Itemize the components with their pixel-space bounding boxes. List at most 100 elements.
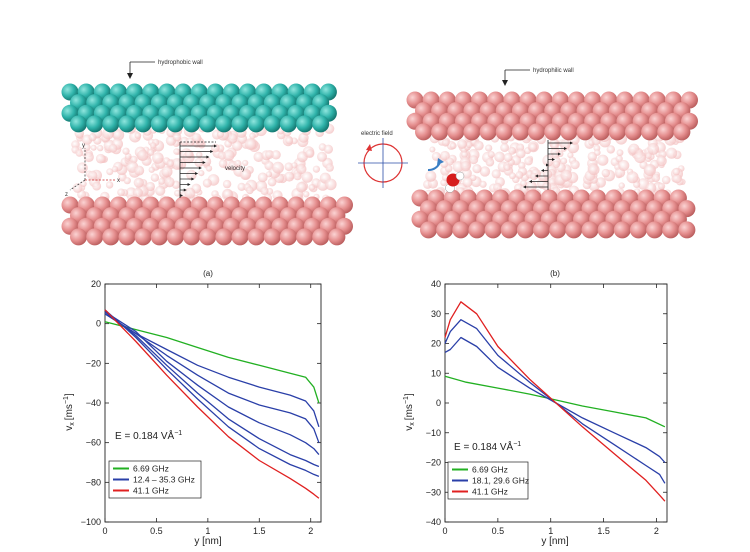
water-molecule [284,171,295,182]
chart-b-legend-label: 18.1, 29.6 GHz [472,476,529,486]
water-molecule [75,149,84,157]
water-molecule [542,182,552,192]
hydrophobic-atom [183,115,201,133]
water-molecule [485,157,495,167]
water-molecule [222,179,232,189]
water-molecule [249,132,256,140]
water-molecule [462,177,473,188]
water-molecule [83,143,91,151]
wall-atom [608,123,626,141]
wall-atom [495,123,513,141]
hydrophobic-atom [279,115,297,133]
water-molecule [218,159,228,168]
water-molecule [296,181,307,193]
wall-atom [199,228,217,246]
water-molecule [77,162,88,174]
water-molecule [472,164,482,174]
chart-a-xlabel: y [nm] [194,536,221,547]
wall-atom [415,123,432,141]
water-molecule [173,148,180,155]
wall-atom [560,123,578,141]
water-molecule [465,141,473,149]
wall-atom [516,221,534,239]
hydrophobic-atom [134,115,152,133]
water-molecule [134,132,142,139]
wall-atom [657,123,675,141]
wall-atom [673,123,691,141]
left-hydrophobic-wall [61,83,337,133]
water-molecule [440,179,448,187]
chart-a-xtick-label: 0 [102,526,107,536]
wall-atom [613,221,631,239]
water-molecule [618,182,625,189]
hydrophobic-atom [312,115,330,133]
water-molecule [164,177,175,188]
chart-b-field-annotation: E = 0.184 VÅ−1 [454,440,521,453]
water-molecule [425,170,437,182]
wall-atom [641,123,659,141]
water-molecule [479,166,491,177]
left-velocity-profile [179,141,217,198]
chart-a-xtick-label: 0.5 [150,526,163,536]
water-molecule [161,166,173,178]
water-molecule [305,149,315,158]
water-molecule [122,147,130,155]
chart-a-ytick-label: −60 [86,438,101,448]
chart-b-ytick-label: 10 [431,368,441,378]
wall-atom [463,123,481,141]
hydrophobic-atom [199,115,217,133]
water-molecule [245,186,254,195]
wall-atom [420,221,437,239]
chart-a-xtick-label: 1.5 [253,526,266,536]
chart-b-xlabel: y [nm] [541,536,568,547]
chart-a-series-line [104,321,320,404]
chart-a-legend-label: 6.69 GHz [133,464,169,474]
wall-atom [533,221,550,239]
water-molecule [494,151,505,163]
water-molecule [90,144,97,151]
water-molecule [323,144,333,154]
wall-atom [484,221,502,239]
wall-atom [646,221,664,239]
water-molecule [449,142,457,150]
water-molecule [291,162,298,169]
chart-a-ytick-label: −40 [86,398,101,408]
left-water-layer [71,123,337,205]
water-molecule [145,181,155,192]
chart-b-ytick-label: −30 [426,487,441,497]
water-molecule [656,155,667,167]
water-molecule [244,138,257,150]
water-molecule [520,179,527,187]
velocity-arrowhead [180,194,183,197]
wall-atom [581,221,599,239]
water-molecule [155,185,166,196]
water-molecule [503,153,513,162]
water-molecule [166,159,174,167]
velocity-arrowhead [552,158,555,161]
right-velocity-profile [523,140,573,190]
chart-b-ylabel: vx[ms−1] [403,393,416,431]
water-molecule [133,177,144,188]
left-bottom-wall [61,196,353,246]
water-molecule [651,173,661,183]
wall-atom [118,228,136,246]
velocity-arrowhead [529,180,532,183]
water-molecule [97,144,104,152]
wall-atom [279,228,297,246]
chart-b-series-line [444,336,666,463]
chart-a-ytick-label: −80 [86,477,101,487]
wall-atom [328,228,346,246]
chart-a-series-line [104,309,320,478]
chart-b-ytick-label: 20 [431,339,441,349]
hydrophobic-atom [70,115,87,133]
chart-a-series-line [104,313,320,443]
chart-b-ytick-label: −10 [426,428,441,438]
electric-field-label: electric field [361,131,393,137]
water-molecule [560,169,572,182]
wall-atom [576,123,594,141]
velocity-arrowhead [183,188,187,192]
water-molecule [312,165,320,173]
water-molecule [134,165,145,176]
chart-b-legend-label: 41.1 GHz [472,487,508,497]
